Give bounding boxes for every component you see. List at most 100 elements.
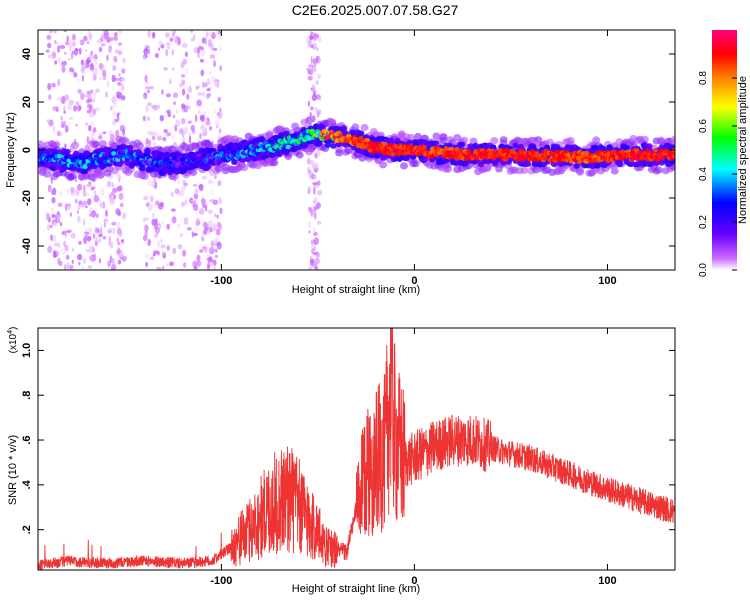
noise-speckle: [144, 224, 149, 232]
noise-speckle: [59, 132, 63, 136]
noise-speckle: [151, 212, 155, 219]
ridge-halo-mark: [512, 142, 519, 149]
noise-speckle: [202, 221, 208, 229]
noise-speckle: [145, 261, 149, 268]
noise-speckle: [75, 101, 80, 106]
ridge-halo-mark: [91, 140, 100, 148]
noise-speckle: [142, 55, 146, 60]
noise-speckle: [210, 246, 214, 251]
noise-speckle: [184, 51, 188, 57]
noise-speckle: [112, 120, 116, 126]
noise-speckle: [214, 120, 220, 127]
noise-speckle: [158, 47, 161, 51]
noise-speckle: [71, 50, 76, 55]
noise-speckle: [80, 59, 85, 66]
noise-speckle: [63, 110, 67, 114]
noise-speckle: [147, 102, 152, 107]
noise-speckle: [188, 135, 192, 144]
noise-speckle: [61, 65, 66, 73]
ridge-core-mark: [292, 133, 298, 138]
noise-speckle: [51, 197, 56, 204]
noise-speckle: [81, 64, 85, 72]
noise-speckle: [196, 99, 202, 107]
noise-speckle: [159, 115, 164, 122]
colorbar-ticks: 0.0 0.2 0.4 0.6 0.8: [698, 71, 737, 277]
noise-speckle: [209, 199, 215, 203]
noise-speckle: [175, 119, 181, 128]
noise-speckle: [47, 82, 52, 91]
noise-speckle: [145, 105, 149, 113]
noise-speckle: [186, 93, 190, 100]
snr-panel: -100 0 100 .2 .4 .6 .8 1.0 Height of straight l…: [7, 327, 676, 595]
noise-speckle: [144, 230, 148, 236]
noise-speckle: [64, 230, 67, 238]
noise-speckle: [317, 180, 321, 186]
noise-speckle: [116, 185, 122, 192]
noise-speckle: [72, 33, 76, 41]
noise-speckle: [206, 263, 211, 270]
snr-frame: [37, 327, 676, 571]
noise-speckle: [307, 40, 312, 48]
noise-speckle: [183, 217, 189, 225]
ridge-halo-mark: [387, 137, 394, 144]
noise-speckle: [57, 242, 61, 249]
noise-speckle: [145, 137, 149, 145]
noise-speckle: [147, 89, 150, 94]
noise-speckle: [121, 68, 126, 74]
noise-speckle: [77, 77, 80, 84]
noise-speckle: [311, 84, 316, 91]
noise-speckle: [157, 202, 164, 210]
noise-speckle: [70, 191, 76, 197]
noise-speckle: [152, 104, 159, 111]
noise-speckle: [209, 126, 213, 131]
noise-speckle: [52, 106, 58, 111]
ridge-halo-mark: [305, 117, 313, 125]
noise-speckle: [161, 265, 165, 270]
ridge-core-mark: [444, 146, 450, 152]
noise-speckle: [81, 200, 88, 206]
snr-y-unit: (x104): [7, 327, 19, 354]
noise-speckle: [81, 74, 84, 82]
noise-speckle: [196, 53, 201, 59]
noise-speckle: [121, 83, 125, 91]
ridge-core-mark: [652, 147, 659, 153]
noise-speckle: [182, 58, 188, 65]
noise-speckle: [142, 216, 147, 223]
ridge-halo-mark: [270, 159, 279, 167]
ridge-core-mark: [115, 157, 121, 163]
noise-speckle: [57, 78, 61, 87]
noise-speckle: [307, 75, 313, 81]
noise-speckle: [59, 44, 66, 49]
noise-speckle: [111, 182, 115, 187]
noise-speckle: [209, 71, 212, 75]
noise-speckle: [219, 207, 223, 215]
noise-speckle: [69, 212, 72, 217]
noise-speckle: [106, 37, 111, 43]
noise-speckle: [194, 114, 198, 123]
ridge-core-mark: [367, 148, 373, 153]
noise-speckle: [51, 82, 56, 88]
ridge-core-mark: [408, 143, 414, 148]
ridge-halo-mark: [671, 135, 675, 143]
noise-speckle: [199, 58, 204, 63]
noise-speckle: [91, 210, 96, 218]
noise-speckle: [64, 264, 67, 270]
snr-series-line: [38, 328, 675, 570]
noise-speckle: [186, 227, 192, 231]
noise-speckle: [73, 72, 78, 78]
noise-speckle: [112, 65, 117, 71]
noise-speckle: [173, 101, 177, 105]
ridge-halo-mark: [646, 143, 653, 150]
ridge-halo-mark: [96, 171, 105, 180]
noise-speckle: [182, 88, 186, 96]
noise-speckle: [154, 201, 158, 207]
noise-speckle: [111, 110, 117, 117]
noise-speckle: [187, 120, 192, 124]
noise-speckle: [147, 203, 153, 212]
noise-speckle: [315, 256, 320, 265]
noise-speckle: [206, 78, 211, 85]
noise-speckle: [57, 210, 60, 216]
noise-speckle: [143, 48, 149, 55]
ridge-core-mark: [466, 149, 472, 154]
noise-speckle: [160, 239, 163, 243]
